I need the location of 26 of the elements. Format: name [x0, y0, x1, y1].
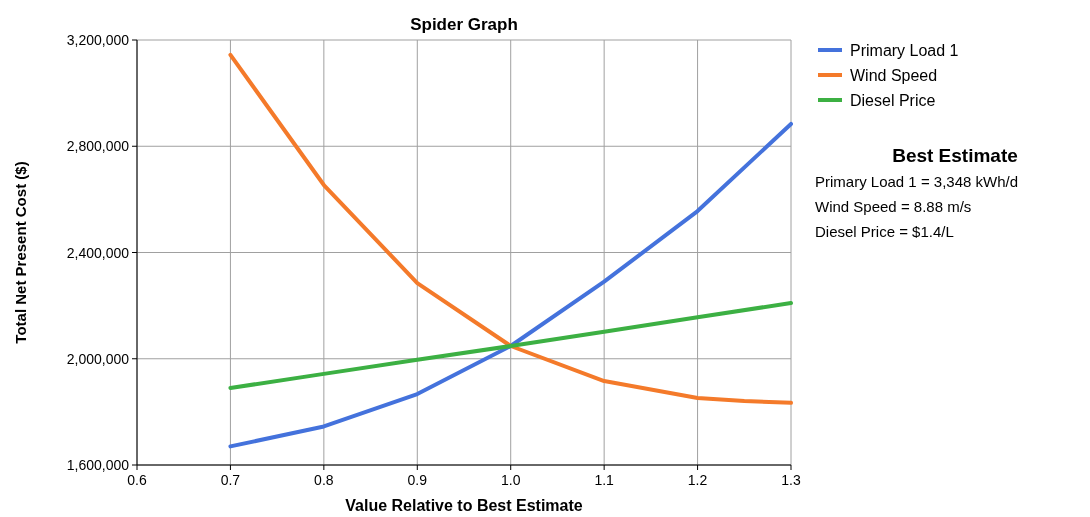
- x-tick-label: 1.3: [781, 472, 801, 488]
- y-axis-title: Total Net Present Cost ($): [12, 161, 29, 344]
- line-series: [228, 300, 793, 390]
- legend-label: Primary Load 1: [850, 42, 959, 59]
- x-tick-label: 1.1: [594, 472, 615, 488]
- x-tick-label: 0.9: [407, 472, 428, 488]
- x-tick-label: 0.8: [314, 472, 334, 488]
- x-tick-label: 0.7: [220, 472, 241, 488]
- x-tick-label: 1.0: [500, 472, 521, 488]
- y-tick-label: 3,200,000: [66, 32, 130, 48]
- x-axis-title: Value Relative to Best Estimate: [345, 497, 583, 514]
- text: Best Estimate: [892, 145, 1018, 166]
- y-tick-label: 2,800,000: [66, 138, 130, 155]
- legend-label: Diesel Price: [850, 92, 936, 109]
- x-tick-label: 0.6: [127, 472, 147, 488]
- x-tick-label: 1.2: [687, 472, 708, 488]
- y-tick-label: 2,000,000: [66, 350, 130, 367]
- text: Wind Speed = 8.88 m/s: [815, 198, 972, 215]
- y-tick-label: 1,600,000: [66, 457, 130, 473]
- y-tick-label: 2,400,000: [66, 244, 130, 261]
- line-series: [228, 52, 793, 405]
- text: Diesel Price = $1.4/L: [815, 223, 954, 240]
- line-series: [228, 121, 793, 449]
- text: Primary Load 1 = 3,348 kWh/d: [815, 173, 1019, 190]
- legend-label: Wind Speed: [850, 67, 938, 84]
- chart-title: Spider Graph: [410, 15, 518, 34]
